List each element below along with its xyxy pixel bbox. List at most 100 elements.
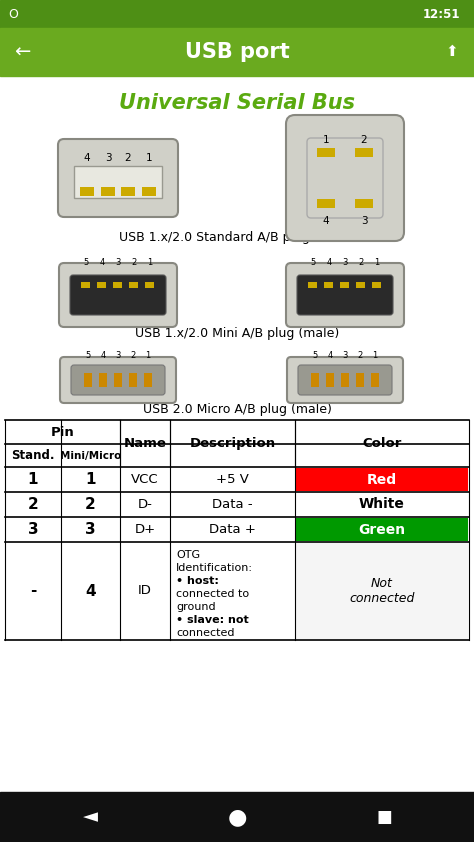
- FancyBboxPatch shape: [286, 115, 404, 241]
- Bar: [326, 373, 334, 387]
- Text: 2: 2: [361, 135, 367, 145]
- Text: 2: 2: [85, 497, 96, 512]
- Text: 2: 2: [357, 351, 363, 360]
- Text: Not
connected: Not connected: [349, 577, 415, 605]
- Bar: [371, 373, 379, 387]
- Text: Universal Serial Bus: Universal Serial Bus: [119, 93, 355, 113]
- Text: 2: 2: [358, 258, 364, 267]
- Text: White: White: [359, 498, 405, 511]
- Text: USB 2.0 Micro A/B plug (male): USB 2.0 Micro A/B plug (male): [143, 403, 331, 417]
- Bar: [121, 187, 135, 196]
- Text: ←: ←: [14, 42, 30, 61]
- Bar: [113, 282, 122, 288]
- Bar: [84, 373, 92, 387]
- Text: Green: Green: [358, 523, 406, 536]
- Text: 2: 2: [130, 351, 136, 360]
- Text: Mini/Micro: Mini/Micro: [60, 450, 121, 461]
- Text: VCC: VCC: [131, 473, 159, 486]
- Text: Name: Name: [124, 437, 166, 450]
- Text: 1: 1: [374, 258, 380, 267]
- Text: 1: 1: [323, 135, 329, 145]
- Bar: [142, 187, 156, 196]
- Text: +5 V: +5 V: [216, 473, 249, 486]
- Text: 3: 3: [27, 522, 38, 537]
- Text: 4: 4: [328, 351, 333, 360]
- Bar: [82, 282, 91, 288]
- Bar: [98, 282, 107, 288]
- Bar: [146, 282, 155, 288]
- Text: D+: D+: [135, 523, 155, 536]
- Text: 5: 5: [83, 258, 89, 267]
- Bar: [296, 543, 468, 639]
- Bar: [296, 493, 468, 516]
- Text: 3: 3: [342, 351, 348, 360]
- Text: 1: 1: [28, 472, 38, 487]
- Bar: [80, 187, 94, 196]
- FancyBboxPatch shape: [286, 263, 404, 327]
- FancyBboxPatch shape: [298, 365, 392, 395]
- Bar: [309, 282, 318, 288]
- Text: ⬆: ⬆: [446, 45, 458, 60]
- Text: OTG: OTG: [176, 550, 200, 560]
- Bar: [356, 373, 364, 387]
- Bar: [373, 282, 382, 288]
- Bar: [0, 76, 474, 794]
- Bar: [129, 373, 137, 387]
- Text: 2: 2: [131, 258, 137, 267]
- Text: • slave: not: • slave: not: [176, 615, 249, 625]
- Text: 5: 5: [312, 351, 318, 360]
- Text: 1: 1: [146, 351, 151, 360]
- Bar: [0, 28, 474, 76]
- Text: 3: 3: [105, 153, 111, 163]
- Bar: [317, 199, 335, 208]
- Bar: [355, 148, 373, 157]
- Text: USB 1.x/2.0 Mini A/B plug (male): USB 1.x/2.0 Mini A/B plug (male): [135, 327, 339, 339]
- Text: D-: D-: [137, 498, 153, 511]
- Text: 1: 1: [146, 153, 152, 163]
- Text: ID: ID: [138, 584, 152, 598]
- Bar: [99, 373, 107, 387]
- Text: ■: ■: [376, 808, 392, 826]
- Bar: [341, 373, 349, 387]
- Text: connected: connected: [176, 628, 235, 638]
- Text: 3: 3: [342, 258, 348, 267]
- FancyBboxPatch shape: [287, 357, 403, 403]
- Text: Description: Description: [190, 437, 275, 450]
- Bar: [356, 282, 365, 288]
- Text: USB 1.x/2.0 Standard A/B plug (male): USB 1.x/2.0 Standard A/B plug (male): [119, 232, 355, 244]
- Bar: [144, 373, 152, 387]
- Bar: [296, 518, 468, 541]
- Text: 4: 4: [100, 351, 106, 360]
- FancyBboxPatch shape: [71, 365, 165, 395]
- Text: ●: ●: [228, 807, 246, 827]
- Text: 1: 1: [373, 351, 378, 360]
- Text: 4: 4: [85, 584, 96, 599]
- Bar: [340, 282, 349, 288]
- Text: USB port: USB port: [185, 42, 289, 62]
- Bar: [311, 373, 319, 387]
- Bar: [74, 166, 162, 198]
- Bar: [114, 373, 122, 387]
- Text: 4: 4: [84, 153, 91, 163]
- Text: ◄: ◄: [82, 807, 98, 827]
- Bar: [5, 420, 469, 640]
- Text: Color: Color: [362, 437, 401, 450]
- FancyBboxPatch shape: [307, 138, 383, 218]
- FancyBboxPatch shape: [59, 263, 177, 327]
- Bar: [296, 468, 468, 491]
- FancyBboxPatch shape: [70, 275, 166, 315]
- Text: 12:51: 12:51: [422, 8, 460, 20]
- Bar: [129, 282, 138, 288]
- Text: -: -: [30, 584, 36, 599]
- Bar: [325, 282, 334, 288]
- Bar: [101, 187, 115, 196]
- Text: 3: 3: [361, 216, 367, 226]
- Text: ground: ground: [176, 602, 216, 612]
- Bar: [0, 792, 474, 842]
- Text: 4: 4: [323, 216, 329, 226]
- FancyBboxPatch shape: [60, 357, 176, 403]
- FancyBboxPatch shape: [58, 139, 178, 217]
- Text: 3: 3: [85, 522, 96, 537]
- Bar: [355, 199, 373, 208]
- Text: connected to: connected to: [176, 589, 249, 599]
